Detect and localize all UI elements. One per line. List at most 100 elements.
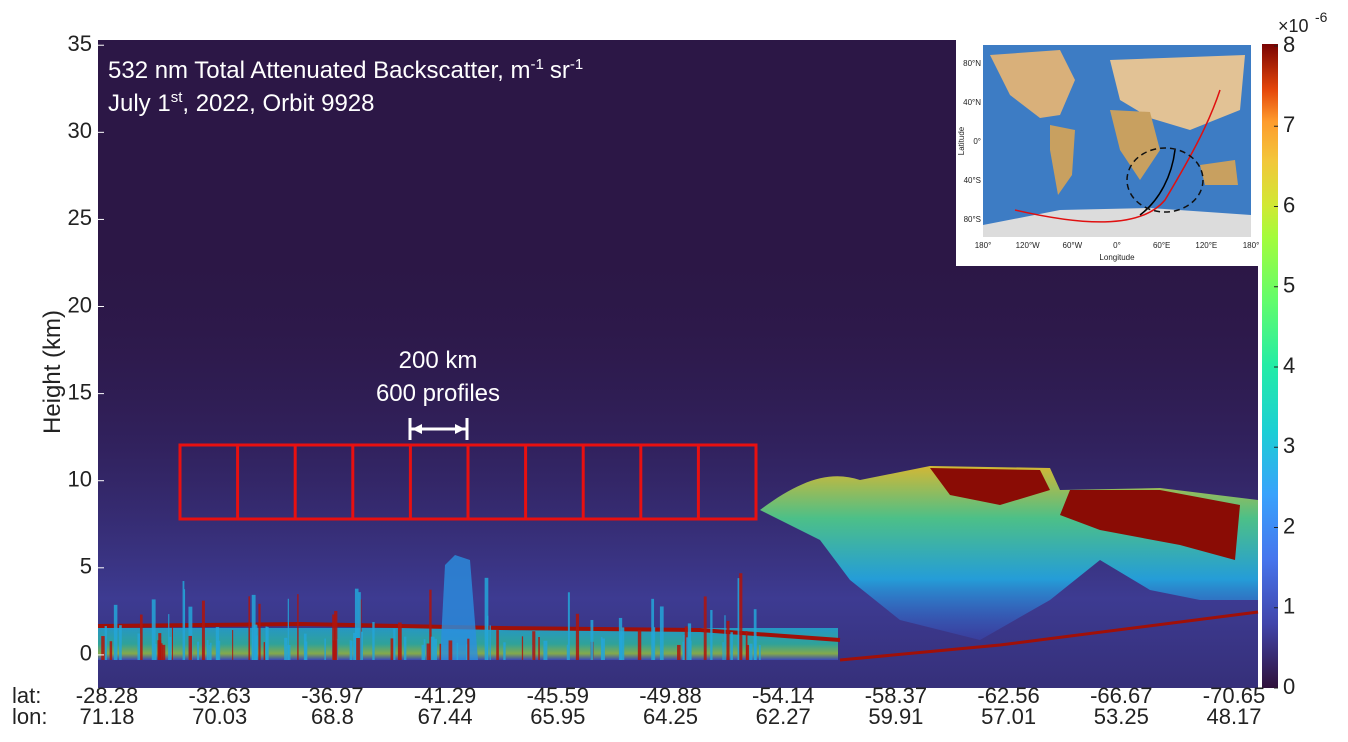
spike <box>753 635 757 660</box>
cloud-core <box>1060 490 1240 560</box>
y-tick-label: 30 <box>68 118 92 143</box>
y-tick-label: 0 <box>80 641 92 666</box>
spike <box>739 573 743 660</box>
inset-lat-label: 80°N <box>963 59 981 68</box>
spike <box>489 625 491 660</box>
spike <box>188 635 192 660</box>
y-tick-label: 5 <box>80 554 92 579</box>
x-tick-label: -36.97 <box>301 683 363 708</box>
spike <box>151 599 156 660</box>
spike <box>360 631 363 660</box>
spike <box>621 627 625 660</box>
spike <box>753 609 757 660</box>
inset-track-segment <box>1139 149 1176 216</box>
y-tick-label: 20 <box>68 292 92 317</box>
inset-track <box>1014 89 1221 223</box>
x-tick-label: -28.28 <box>76 683 138 708</box>
spike <box>465 644 469 660</box>
spike <box>684 626 688 660</box>
y-tick-label: 25 <box>68 205 92 230</box>
spike <box>677 644 681 660</box>
subtitle-text: July 1 <box>108 90 171 117</box>
spike <box>297 594 299 660</box>
x-tick-label: -70.65 <box>1203 683 1265 708</box>
spike <box>372 622 375 660</box>
inset-lon-label: 60°W <box>1063 241 1083 250</box>
spike <box>390 638 394 660</box>
y-tick-label: 10 <box>68 467 92 492</box>
inset-lon-label: 180° <box>1243 241 1260 250</box>
spike <box>397 622 402 660</box>
spike <box>209 642 212 660</box>
spike <box>139 614 143 660</box>
subtitle-sup: st <box>171 89 184 106</box>
spike <box>726 620 730 660</box>
spike <box>423 639 426 660</box>
spike <box>168 614 170 660</box>
spike <box>137 633 141 660</box>
spike <box>503 642 506 660</box>
colorbar-tick-label: 1 <box>1283 594 1295 619</box>
spike <box>722 642 724 660</box>
x-tick-label: -62.56 <box>977 683 1039 708</box>
title-text: 532 nm Total Attenuated Backscatter, m <box>108 57 530 84</box>
y-tick-label: 15 <box>68 379 92 404</box>
spike <box>496 630 499 660</box>
spike <box>101 636 105 660</box>
spike <box>287 644 291 660</box>
spike <box>567 592 570 660</box>
spike <box>687 623 692 660</box>
spike <box>532 631 536 660</box>
spike <box>637 630 642 660</box>
spike <box>324 638 326 660</box>
x-tick-label: 53.25 <box>1094 704 1149 729</box>
spike <box>737 578 740 660</box>
y-axis-label: Height (km) <box>39 310 66 434</box>
spike <box>448 640 453 660</box>
x-tick-label: -32.63 <box>189 683 251 708</box>
inset-lon-label: 120°E <box>1195 241 1217 250</box>
spike <box>521 636 524 660</box>
colorbar-exponent: -6 <box>1315 9 1328 25</box>
subtitle-rest: , 2022, Orbit 9928 <box>182 90 374 117</box>
spike <box>426 643 430 660</box>
x-tick-label: 59.91 <box>868 704 923 729</box>
spike <box>703 596 707 660</box>
spike <box>183 589 186 660</box>
spike <box>263 642 266 660</box>
spike <box>439 643 442 660</box>
spikes <box>101 573 761 660</box>
spike <box>104 626 107 660</box>
title-sup: -1 <box>570 56 583 73</box>
colorbar-tick-label: 7 <box>1283 112 1295 137</box>
spike <box>350 640 353 660</box>
spike <box>543 640 548 660</box>
spike <box>304 641 308 660</box>
cloud <box>440 555 478 660</box>
x-tick-label: -45.59 <box>527 683 589 708</box>
inset-x-label: Longitude <box>1099 253 1135 262</box>
spike <box>201 600 205 660</box>
spike <box>393 628 396 660</box>
spike <box>182 581 185 660</box>
inset-land <box>1110 110 1160 180</box>
spike <box>653 627 656 660</box>
colorbar-tick-label: 8 <box>1283 32 1295 57</box>
x-tick-label: -41.29 <box>414 683 476 708</box>
spike <box>287 598 289 660</box>
spike <box>232 630 234 660</box>
surface-return <box>839 610 1259 662</box>
x-tick-label: -66.67 <box>1090 683 1152 708</box>
cloud-core <box>930 468 1050 505</box>
annotation: 200 km <box>399 347 478 374</box>
colorbar-tick-label: 0 <box>1283 674 1295 699</box>
x-tick-label: 64.25 <box>643 704 698 729</box>
inset-map: 80°N 40°N 0° 40°S 80°S 180° 120°W 60°W 0° 60°E 120… <box>956 38 1259 266</box>
inset-antarctica <box>983 208 1251 237</box>
spike <box>575 613 580 660</box>
spike <box>206 639 209 660</box>
spike <box>601 638 605 660</box>
spike <box>619 634 623 660</box>
spike <box>746 644 750 660</box>
